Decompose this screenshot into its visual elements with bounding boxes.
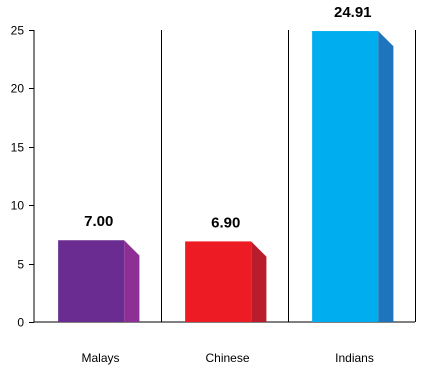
category-label: Chinese bbox=[205, 351, 249, 365]
y-tick-label: 20 bbox=[11, 82, 25, 96]
bar-side-face bbox=[251, 241, 267, 322]
bar-front-face bbox=[58, 240, 125, 322]
bar-malays: 7.00 bbox=[58, 213, 140, 322]
category-label: Malays bbox=[81, 351, 119, 365]
bar-chinese: 6.90 bbox=[185, 214, 267, 322]
y-tick-label: 0 bbox=[17, 316, 24, 330]
data-label: 7.00 bbox=[84, 213, 113, 230]
data-label: 24.91 bbox=[334, 4, 372, 21]
bar-front-face bbox=[185, 241, 252, 322]
bar-front-face bbox=[312, 31, 379, 322]
bar-side-face bbox=[378, 31, 394, 322]
bar-side-face bbox=[124, 240, 140, 322]
y-tick-label: 25 bbox=[11, 24, 25, 38]
y-tick-label: 15 bbox=[11, 141, 25, 155]
y-tick-label: 5 bbox=[17, 258, 24, 272]
y-axis-ticks: 0 5 10 15 20 25 bbox=[11, 24, 34, 330]
bar-series: 7.00 6.90 24.91 bbox=[58, 4, 394, 322]
category-label: Indians bbox=[335, 351, 374, 365]
category-labels: Malays Chinese Indians bbox=[81, 351, 373, 365]
data-label: 6.90 bbox=[211, 214, 240, 231]
bar-indians: 24.91 bbox=[312, 4, 394, 322]
y-tick-label: 10 bbox=[11, 199, 25, 213]
